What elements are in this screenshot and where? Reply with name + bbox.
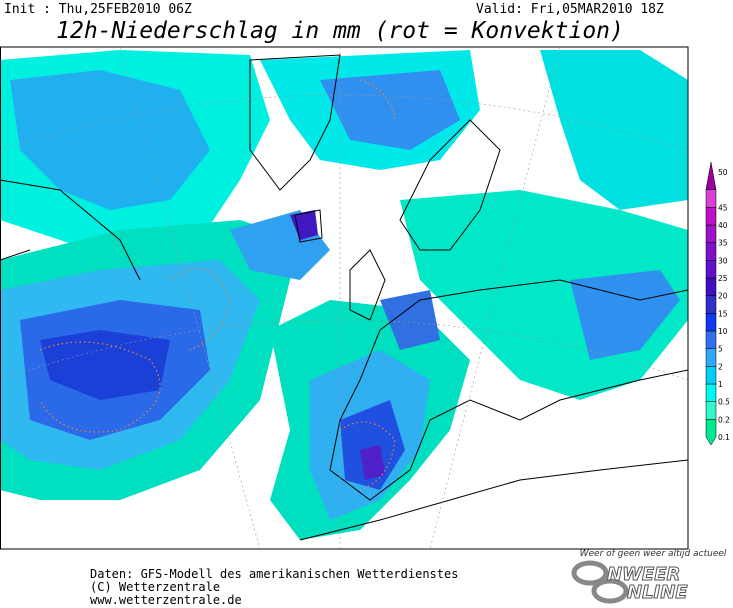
legend-label: 2 (718, 362, 723, 371)
legend-label: 10 (718, 327, 728, 336)
map-title: 12h-Niederschlag in mm (rot = Konvektion… (56, 18, 624, 44)
legend-label: 45 (718, 203, 728, 212)
footer-line: (C) Wetterzentrale (90, 580, 220, 594)
logo-word: NWEER (607, 564, 680, 585)
legend-label: 1 (718, 380, 723, 389)
legend-swatch (705, 401, 717, 420)
legend-label: 0.5 (718, 398, 730, 407)
legend-swatch (705, 189, 717, 208)
legend-label: 30 (718, 256, 728, 265)
legend-swatch (705, 242, 717, 261)
map (0, 46, 689, 550)
footer-line: www.wetterzentrale.de (90, 593, 242, 607)
legend-label: 5 (718, 345, 723, 354)
logo-word: NLINE (627, 582, 688, 603)
legend-label: 50 (718, 168, 728, 177)
legend-label: 25 (718, 274, 728, 283)
footer-line: Daten: GFS-Modell des amerikanischen Wet… (90, 567, 458, 581)
legend-swatch (705, 207, 717, 226)
legend-label: 15 (718, 309, 728, 318)
logo: Weer of geen weer altijd actueel NWEER N… (571, 549, 727, 604)
init-time: Init : Thu,25FEB2010 06Z (4, 2, 192, 17)
legend-swatch (705, 313, 717, 332)
logo-tagline: Weer of geen weer altijd actueel (580, 549, 727, 559)
legend-swatch (705, 330, 717, 349)
legend-swatch (705, 277, 717, 296)
legend-swatch (705, 383, 717, 402)
legend-label: 0.2 (718, 415, 730, 424)
legend-swatch (705, 260, 717, 279)
legend-swatch (705, 161, 717, 190)
legend-label: 0.1 (718, 433, 730, 442)
legend-label: 20 (718, 292, 728, 301)
legend-swatch (705, 224, 717, 243)
legend-swatch (705, 366, 717, 385)
legend-label: 35 (718, 239, 728, 248)
legend-swatch (705, 295, 717, 314)
legend-swatch (705, 348, 717, 367)
valid-time: Valid: Fri,05MAR2010 18Z (476, 2, 664, 17)
legend-label: 40 (718, 221, 728, 230)
